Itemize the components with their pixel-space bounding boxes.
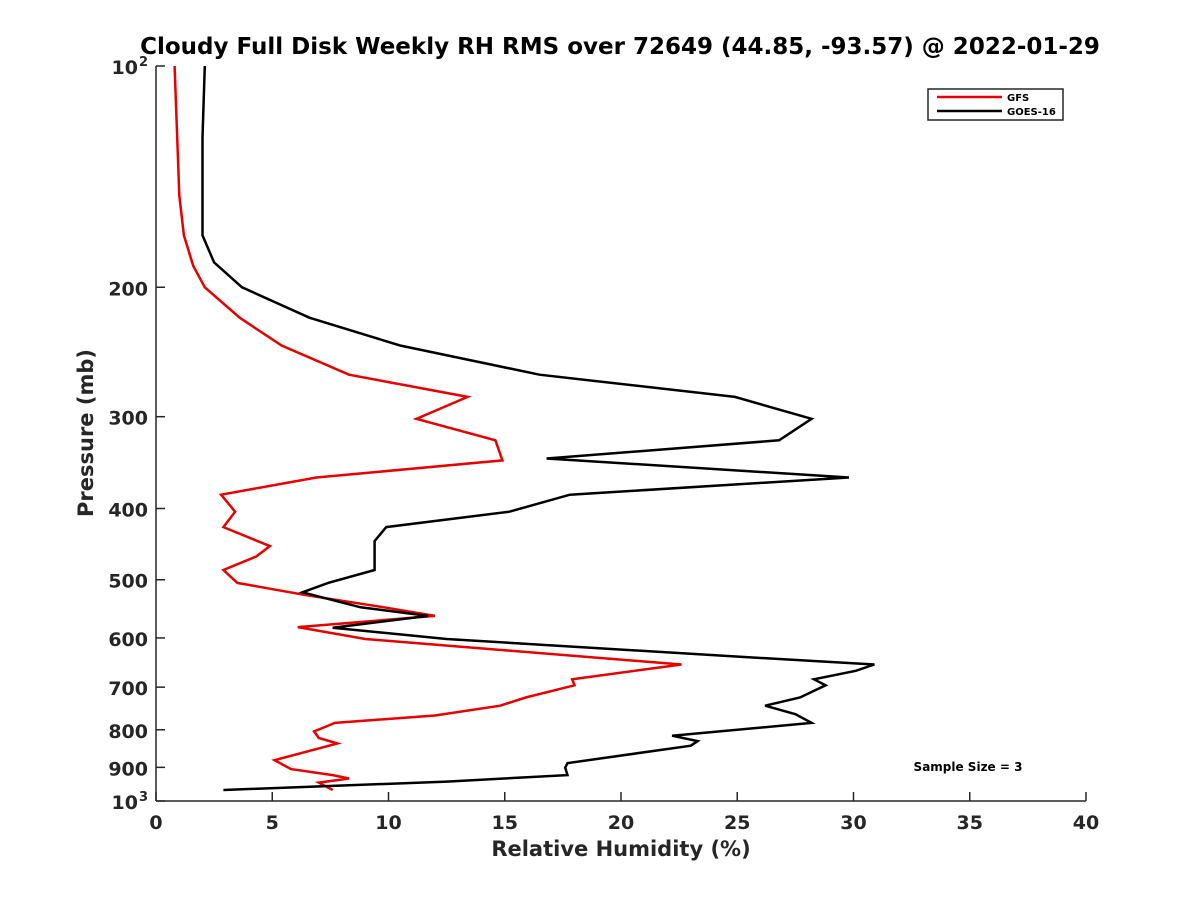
y-tick-label: 500: [108, 571, 148, 593]
y-tick-label: 200: [108, 278, 148, 300]
legend-box: [927, 88, 1064, 121]
y-tick-label: 400: [108, 500, 148, 522]
x-tick-label: 0: [149, 812, 162, 834]
y-tick-exponent: 2: [139, 55, 148, 70]
y-tick-label: 10: [112, 57, 138, 79]
legend: GFS GOES-16: [927, 88, 1064, 121]
plot-area: [155, 65, 1086, 802]
y-tick-label: 600: [108, 629, 148, 651]
y-tick-exponent: 3: [139, 790, 148, 805]
y-tick-label: 10: [112, 792, 138, 814]
x-tick-label: 35: [957, 812, 983, 834]
y-tick-label: 800: [108, 721, 148, 743]
x-axis-label: Relative Humidity (%): [491, 837, 750, 861]
y-tick-label: 700: [108, 678, 148, 700]
legend-label-goes16: GOES-16: [1007, 107, 1056, 118]
y-tick-label: 900: [108, 758, 148, 780]
x-tick-label: 40: [1073, 812, 1099, 834]
sample-size-annotation: Sample Size = 3: [914, 760, 1023, 774]
series-layer: [173, 65, 875, 792]
chart-title: Cloudy Full Disk Weekly RH RMS over 7264…: [140, 34, 1100, 60]
x-tick-label: 10: [375, 812, 401, 834]
x-tick-label: 5: [266, 812, 279, 834]
y-tick-label: 300: [108, 408, 148, 430]
x-tick-label: 25: [724, 812, 750, 834]
y-axis-label: Pressure (mb): [74, 349, 98, 517]
x-tick-label: 30: [840, 812, 866, 834]
x-tick-label: 20: [608, 812, 634, 834]
legend-label-gfs: GFS: [1007, 93, 1029, 104]
x-tick-label: 15: [492, 812, 518, 834]
x-axis-ticks: 0 5 10 15 20 25 30 35 40: [149, 792, 1099, 834]
series-line-goes-16: [201, 65, 875, 792]
series-line-gfs: [173, 65, 682, 792]
